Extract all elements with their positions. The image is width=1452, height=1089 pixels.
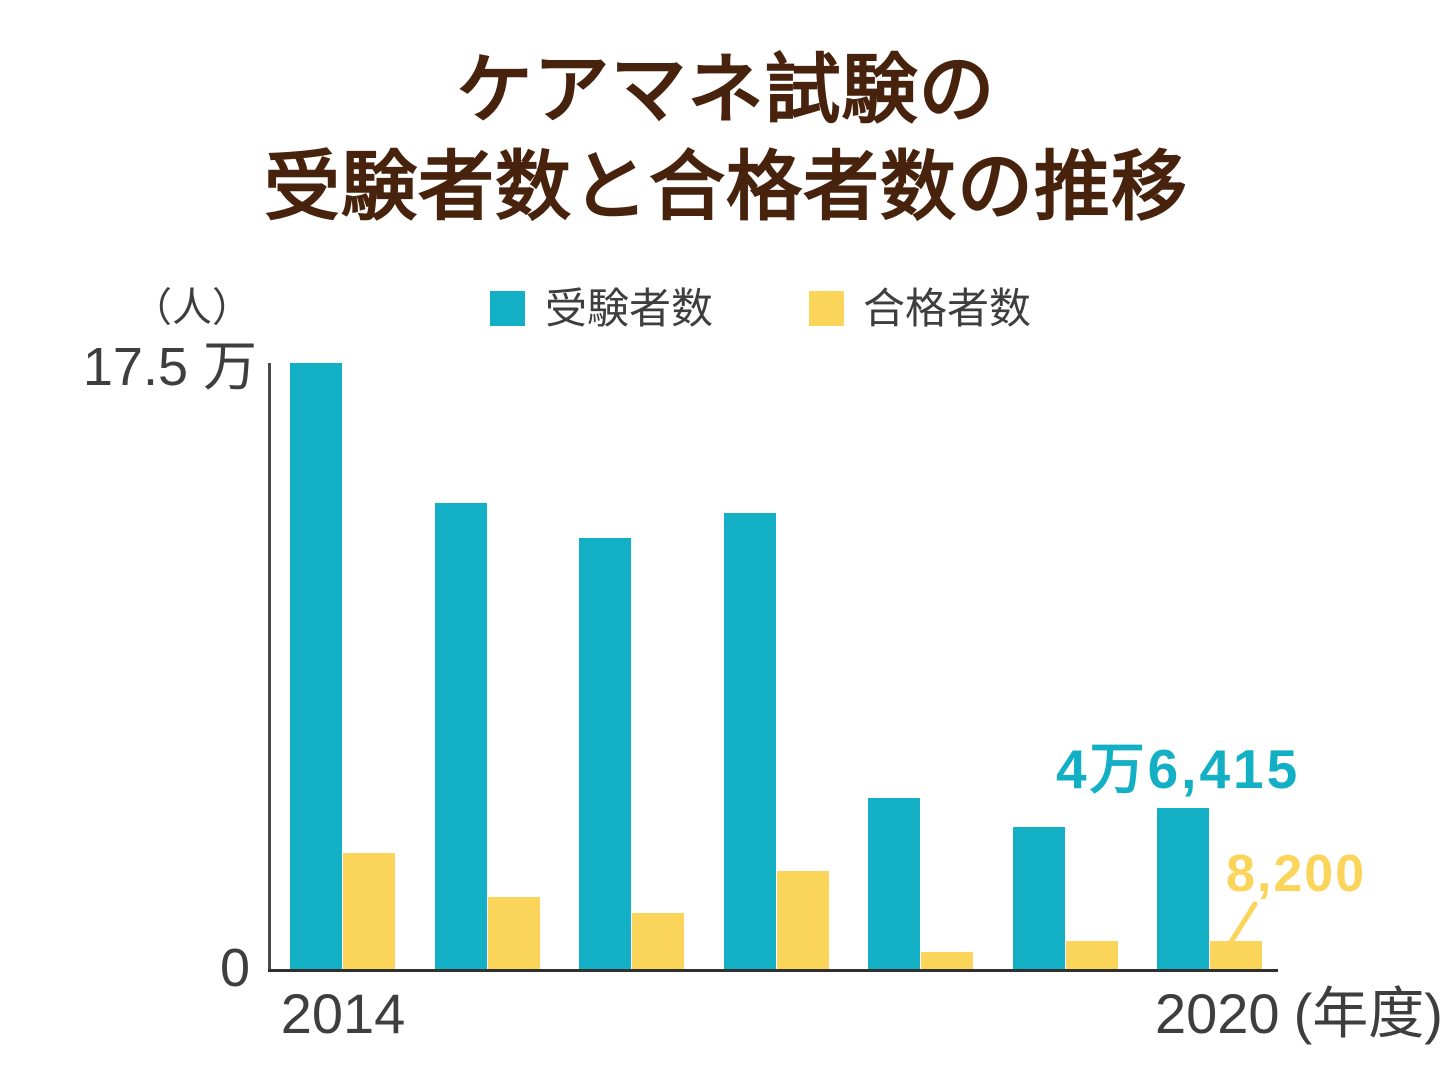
bar-examinees-2016 [579, 537, 631, 969]
chart-title: ケアマネ試験の 受験者数と合格者数の推移 [0, 42, 1452, 236]
bar-passers-2018 [921, 951, 973, 969]
callout-line [1228, 901, 1258, 945]
y-axis-unit-label: （人） [132, 286, 252, 330]
x-axis-label-2014: 2014 [280, 982, 406, 1045]
x-axis-year-2020: 2020 [1155, 982, 1280, 1045]
bar-passers-2015 [488, 896, 540, 969]
bar-examinees-2015 [435, 503, 487, 969]
x-axis-label-2020: 2020 (年度) [1155, 986, 1443, 1042]
bar-passers-2020 [1210, 940, 1262, 969]
bar-examinees-2019 [1013, 826, 1065, 969]
y-axis-zero-tick-label: 0 [219, 938, 250, 998]
y-axis-max-tick-label: 17.5 万 [82, 337, 257, 397]
bar-examinees-2020 [1157, 808, 1209, 969]
bar-passers-2017 [777, 871, 829, 969]
bar-examinees-2017 [724, 513, 776, 969]
x-axis-unit-label: (年度) [1293, 982, 1443, 1045]
legend-label-examinees: 受験者数 [545, 285, 714, 332]
bar-passers-2019 [1066, 941, 1118, 969]
legend-swatch-passers [809, 291, 844, 326]
bar-examinees-2014 [290, 363, 342, 969]
annotation-callout-line [1228, 901, 1258, 945]
legend-swatch-examinees [490, 291, 525, 326]
chart-title-line1: ケアマネ試験の [456, 48, 996, 133]
y-axis-line [268, 363, 271, 971]
x-axis-line [268, 969, 1278, 972]
bar-examinees-2018 [868, 798, 920, 969]
legend-label-passers: 合格者数 [863, 285, 1032, 332]
bar-passers-2016 [632, 912, 684, 969]
annotation-examinees-2020: 4万6,415 [1056, 738, 1301, 800]
annotation-passers-2020: 8,200 [1226, 845, 1367, 903]
chart-title-line2: 受験者数と合格者数の推移 [264, 145, 1188, 230]
bar-passers-2014 [343, 852, 395, 969]
